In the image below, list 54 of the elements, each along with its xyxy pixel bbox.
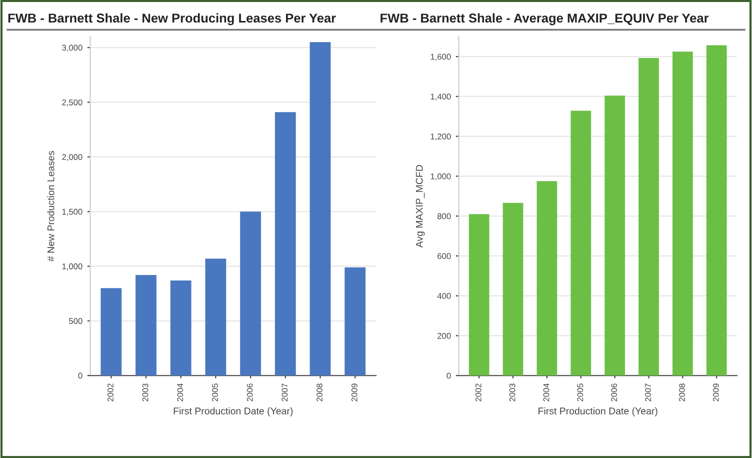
x-tick-label: 2008 [316,384,322,402]
x-tick-label: 2004 [177,383,184,402]
bar [570,110,592,376]
y-tick-label: 1,000 [62,263,82,270]
x-tick-label: 2008 [679,384,685,402]
bar [672,52,693,376]
bar [136,274,156,376]
y-tick-label: 1,000 [430,173,451,180]
y-tick-label: 600 [438,253,451,260]
y-tick-label: 1,500 [62,208,82,216]
y-tick-label: 800 [438,213,451,220]
x-tick-label: 2007 [282,384,288,402]
chart-title: FWB - Barnett Shale - Average MAXIP_EQUIV Per Year [380,13,709,26]
x-axis-title: First Production Date (Year) [538,407,658,416]
y-tick-label: 500 [69,318,82,324]
bar [274,112,296,376]
bar [638,58,659,376]
bar [205,258,226,376]
bar [310,42,331,376]
bar [240,212,261,376]
x-tick-label: 2003 [142,384,148,402]
x-tick-label: 2004 [543,383,550,402]
x-tick-label: 2005 [577,384,584,402]
x-tick-label: 2003 [509,384,516,402]
x-axis-title: First Production Date (Year) [174,407,293,416]
y-tick-label: 200 [438,332,451,339]
bar [536,181,558,376]
y-tick-label: 0 [78,372,82,379]
x-tick-label: 2006 [246,384,253,402]
y-tick-label: 1,600 [430,54,451,61]
bar [604,96,625,376]
y-tick-label: 1,400 [430,94,451,101]
x-tick-label: 2002 [475,384,482,402]
x-tick-label: 2005 [212,384,218,402]
x-tick-label: 2009 [712,384,719,402]
x-tick-label: 2007 [645,384,651,402]
x-tick-label: 2006 [611,384,618,402]
bar [170,280,192,376]
y-tick-label: 0 [446,372,451,379]
chart-title: FWB - Barnett Shale - New Producing Leases Per Year [8,13,336,26]
bar [706,45,727,376]
bar [502,202,524,376]
x-tick-label: 2009 [351,384,358,402]
y-tick-label: 3,000 [62,44,82,52]
y-tick-label: 1,200 [430,134,451,140]
x-tick-label: 2002 [107,384,114,402]
y-axis-title: Avg MAXIP_MCFD [416,165,425,248]
bar [344,267,366,376]
bar [100,288,122,376]
y-axis-title: # New Production Leases [47,151,54,262]
bar [468,214,490,376]
y-tick-label: 400 [437,293,451,299]
y-tick-label: 2,500 [62,99,82,106]
y-tick-label: 2,000 [62,154,82,161]
